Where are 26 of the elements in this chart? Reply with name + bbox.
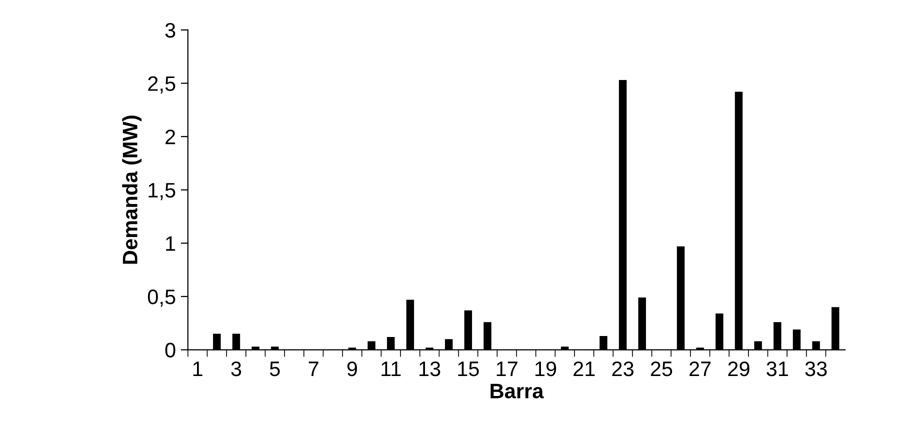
x-axis-title: Barra <box>490 384 544 398</box>
x-tick-label: 19 <box>535 361 556 376</box>
x-tick-label: 1 <box>193 362 202 376</box>
x-tick-label: 23 <box>612 361 634 376</box>
x-tick-label: 21 <box>574 361 595 376</box>
y-tick-label: 2 <box>166 130 176 144</box>
x-tick-label: 11 <box>382 362 401 376</box>
x-tick-label: 29 <box>728 361 750 376</box>
y-tick-label: 0 <box>165 342 176 358</box>
x-tick-label: 27 <box>690 361 711 376</box>
x-tick-label: 25 <box>650 361 672 376</box>
y-axis-title: Demanda (MW) <box>122 116 142 264</box>
x-tick-label: 15 <box>458 362 479 376</box>
x-tick-label: 9 <box>347 361 357 376</box>
x-tick-label: 17 <box>496 362 518 376</box>
y-tick-label: 1 <box>166 236 176 251</box>
y-tick-label: 1,5 <box>148 183 176 200</box>
y-tick-label: 0,5 <box>148 289 176 307</box>
x-tick-label: 13 <box>420 361 440 376</box>
x-tick-label: 3 <box>231 361 242 376</box>
y-tick-label: 2,5 <box>148 76 176 94</box>
x-tick-label: 7 <box>308 362 318 376</box>
y-tick-label: 3 <box>165 22 176 38</box>
x-tick-label: 31 <box>766 361 788 376</box>
x-tick-label: 33 <box>805 361 827 376</box>
x-tick-label: 5 <box>270 362 280 376</box>
